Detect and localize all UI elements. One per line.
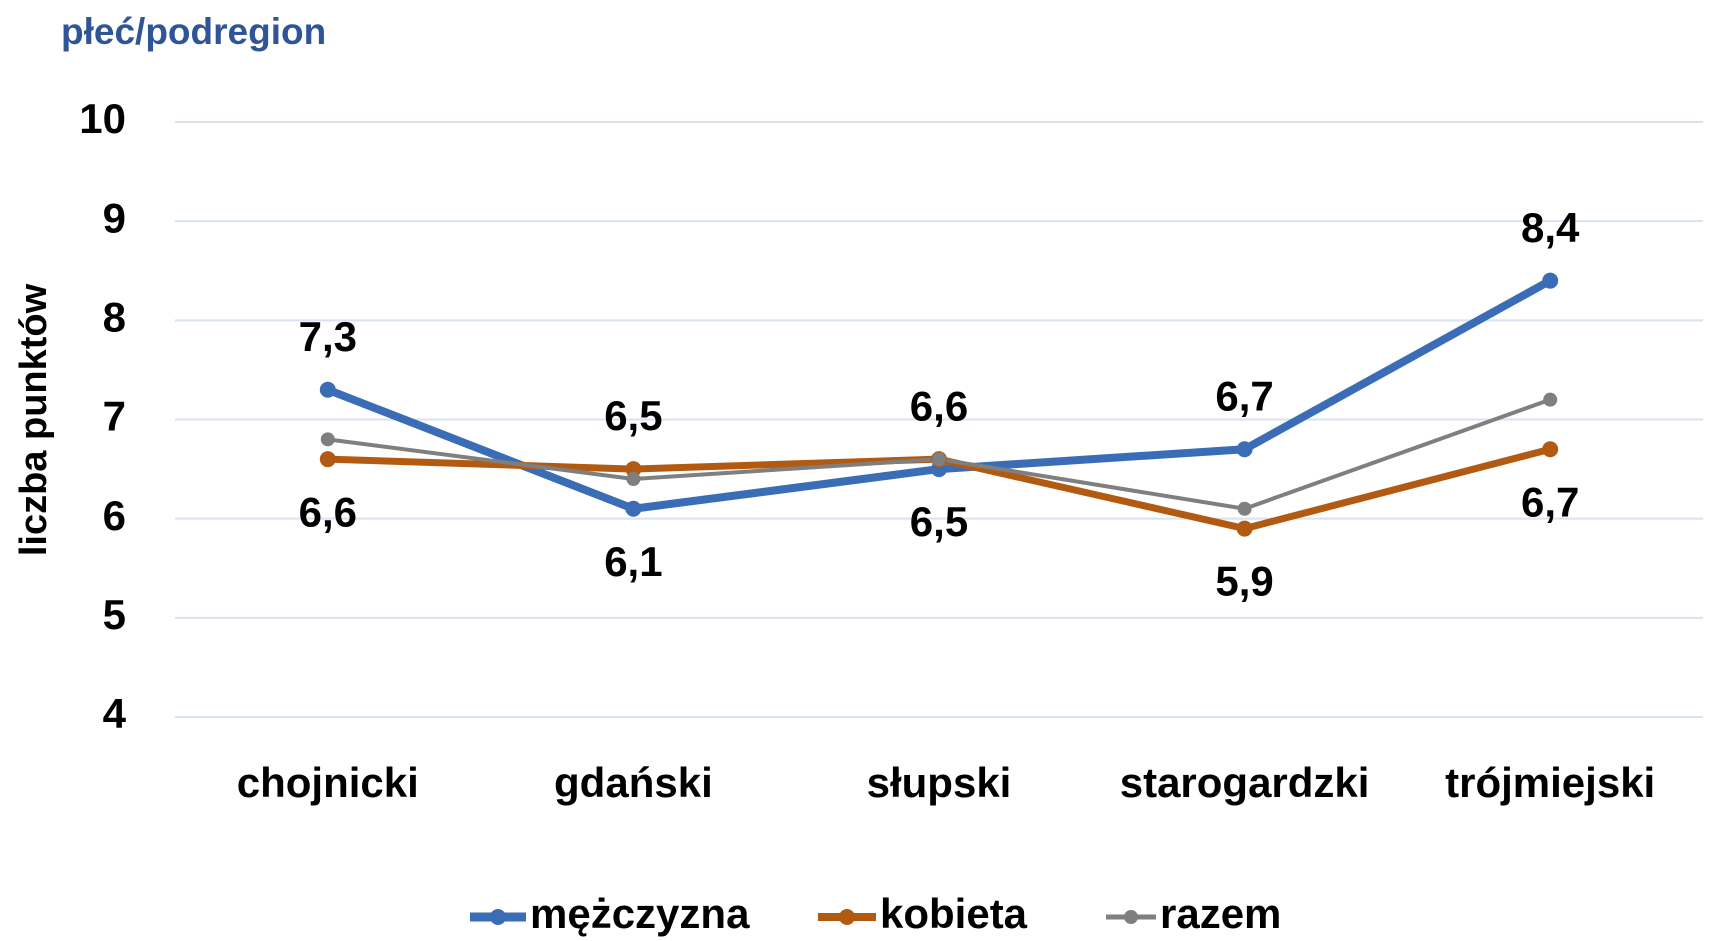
- y-tick-label: 10: [79, 95, 126, 142]
- point: [626, 472, 641, 486]
- x-tick-label: trójmiejski: [1445, 759, 1655, 806]
- legend-label: razem: [1160, 890, 1281, 937]
- point: [625, 500, 642, 517]
- legend-marker: [839, 909, 855, 925]
- legend-marker: [1124, 910, 1138, 924]
- point: [1237, 501, 1252, 516]
- data-label: 6,6: [299, 488, 357, 535]
- point: [1236, 520, 1253, 537]
- chart-title: płeć/podregion: [61, 11, 326, 52]
- legend-marker: [490, 909, 506, 925]
- y-tick-label: 9: [103, 194, 126, 241]
- point: [1542, 441, 1559, 458]
- y-tick-label: 7: [103, 393, 126, 440]
- y-tick-label: 6: [103, 492, 126, 539]
- point: [932, 452, 946, 467]
- data-label: 6,6: [910, 382, 968, 429]
- data-label: 6,1: [604, 538, 662, 585]
- y-tick-label: 8: [103, 293, 126, 340]
- legend-label: kobieta: [880, 890, 1028, 937]
- x-tick-label: słupski: [867, 759, 1012, 806]
- data-label: 7,3: [299, 313, 357, 360]
- data-label: 8,4: [1521, 204, 1580, 251]
- x-tick-label: chojnicki: [237, 759, 419, 806]
- legend-label: mężczyzna: [530, 890, 750, 937]
- point: [1543, 392, 1558, 407]
- data-label: 6,7: [1521, 478, 1579, 525]
- y-axis-label: liczba punktów: [13, 283, 55, 556]
- data-label: 6,5: [604, 392, 662, 439]
- data-label: 6,5: [910, 498, 968, 545]
- data-label: 5,9: [1215, 558, 1273, 605]
- x-tick-label: gdański: [554, 759, 713, 806]
- point: [319, 451, 336, 468]
- point: [320, 432, 335, 447]
- y-tick-label: 5: [103, 591, 126, 638]
- data-label: 6,7: [1215, 372, 1273, 419]
- point: [1236, 441, 1253, 458]
- y-tick-label: 4: [103, 690, 127, 737]
- x-tick-label: starogardzki: [1120, 759, 1370, 806]
- point: [625, 461, 642, 478]
- point: [319, 381, 336, 398]
- point: [1542, 272, 1559, 289]
